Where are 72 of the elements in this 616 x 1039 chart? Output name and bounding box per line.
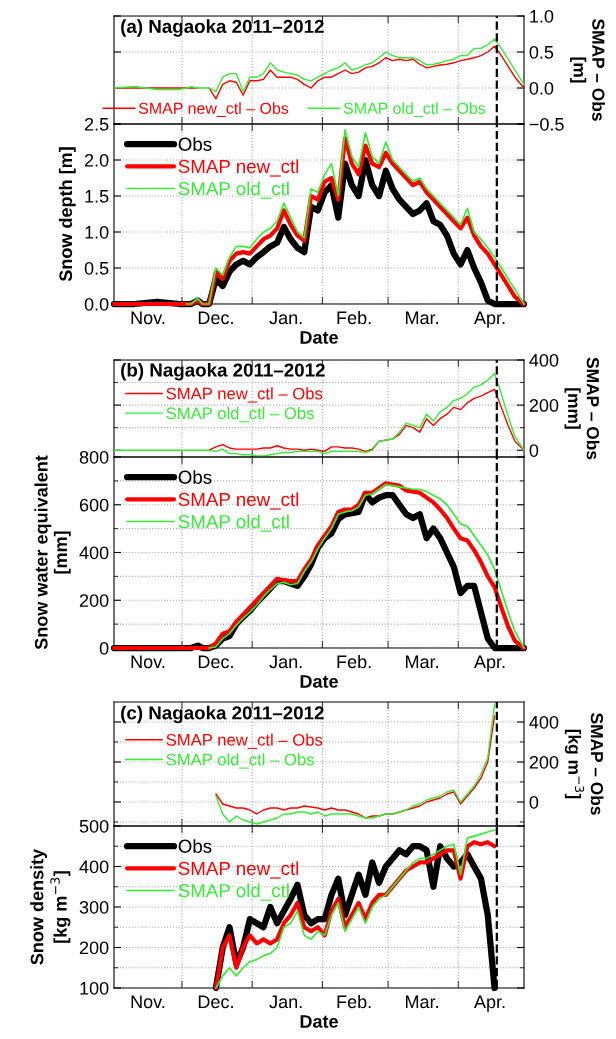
legend-label: SMAP old_ctl [178, 181, 289, 199]
x-tick-label: Jan. [269, 655, 302, 669]
y-tick-label: 400 [79, 860, 109, 874]
legend-label: SMAP old_ctl [178, 883, 289, 901]
x-axis-title: Date [300, 1015, 338, 1028]
line-series [113, 38, 525, 93]
legend-label: SMAP new_ctl – Obs [166, 733, 323, 749]
x-tick-label: Jan. [269, 995, 302, 1009]
y-tick-label: 2.5 [84, 117, 109, 131]
x-tick-label: Apr. [474, 995, 505, 1012]
chart-title: (b) Nagaoka 2011–2012 [121, 362, 325, 381]
y-tick-label: 200 [79, 941, 109, 955]
y-tick-label: 400 [529, 715, 559, 729]
y-axis-title: SMAP – Obs [kg m$^{−3}$] [564, 713, 604, 815]
x-tick-label: Nov. [131, 655, 165, 669]
x-axis-title: Date [300, 331, 338, 344]
y-tick-label: 2.0 [84, 153, 109, 167]
y-tick-label: 0 [529, 444, 539, 457]
y-tick-label: 0 [529, 795, 539, 809]
y-tick-label: 400 [529, 353, 559, 367]
y-tick-label: 0 [99, 641, 109, 655]
y-tick-label: 400 [79, 546, 109, 560]
legend-label: Obs [178, 470, 212, 484]
y-tick-label: 1.0 [85, 225, 109, 239]
x-tick-label: Mar. [405, 311, 438, 325]
legend-label: SMAP new_ctl [178, 159, 299, 177]
y-tick-label: 600 [79, 498, 109, 512]
y-tick-label: 200 [529, 755, 559, 769]
x-tick-label: Dec. [198, 995, 233, 1009]
legend-label: SMAP old_ctl – Obs [166, 753, 314, 769]
x-tick-label: Dec. [198, 655, 233, 669]
legend-label: SMAP old_ctl – Obs [166, 406, 314, 423]
x-axis-title: Date [300, 675, 338, 688]
y-tick-label: 500 [79, 819, 109, 833]
legend-label: SMAP old_ctl – Obs [343, 102, 486, 117]
x-tick-label: Feb. [337, 654, 371, 669]
y-tick-label: 200 [529, 399, 559, 412]
legend-label: SMAP new_ctl – Obs [166, 387, 323, 403]
chart-title: (a) Nagaoka 2011–2012 [121, 19, 324, 37]
legend-label: SMAP old_ctl [178, 514, 289, 532]
legend-label: SMAP new_ctl – Obs [138, 102, 289, 117]
y-tick-label: 1.0 [530, 9, 554, 23]
y-tick-label: 100 [80, 981, 109, 995]
y-axis-title: Snow depth [m] [58, 147, 76, 282]
x-tick-label: Feb. [337, 310, 371, 325]
legend-label: Obs [178, 137, 212, 151]
x-tick-label: Dec. [198, 311, 233, 325]
x-tick-label: Apr. [474, 311, 505, 328]
y-tick-label: 1.5 [85, 190, 109, 203]
y-axis-title: SMAP – Obs [m] [570, 19, 605, 121]
x-tick-label: Nov. [131, 311, 165, 325]
y-tick-label: 200 [79, 594, 109, 607]
y-tick-label: 0.0 [84, 297, 109, 311]
y-axis-title: Snow water equivalent [mm] [34, 455, 71, 650]
x-tick-label: Nov. [131, 995, 165, 1009]
x-tick-label: Apr. [474, 655, 505, 672]
chart-title: (c) Nagaoka 2011–2012 [121, 705, 324, 724]
y-axis-title: Snow density [kg m$^{−3}$] [30, 848, 71, 965]
y-axis-title: SMAP – Obs [mm] [564, 357, 600, 460]
y-tick-label: 0.0 [529, 81, 554, 95]
y-tick-label: 300 [79, 900, 109, 914]
legend-label: SMAP new_ctl [178, 861, 299, 879]
x-tick-label: Jan. [269, 311, 302, 325]
x-tick-label: Feb. [337, 994, 371, 1009]
y-tick-label: −0.5 [529, 117, 564, 131]
y-tick-label: 0.5 [84, 261, 109, 275]
legend-label: SMAP new_ctl [178, 492, 299, 510]
x-tick-label: Mar. [405, 655, 438, 669]
y-tick-label: 800 [79, 450, 109, 464]
legend-label: Obs [178, 839, 212, 853]
y-tick-label: 0.5 [529, 45, 554, 59]
x-tick-label: Mar. [405, 995, 438, 1009]
